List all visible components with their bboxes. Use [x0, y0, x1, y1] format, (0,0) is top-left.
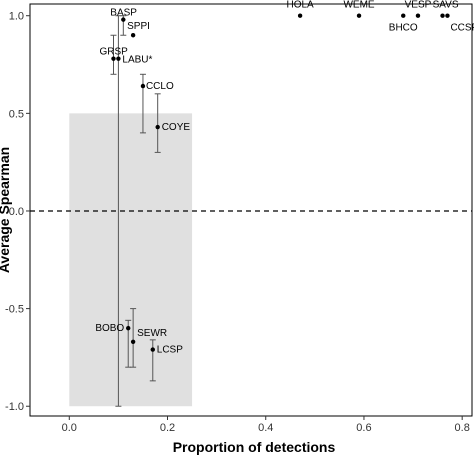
- point-label-grsp: GRSP: [99, 47, 128, 58]
- point-label-lcsp: LCSP: [157, 345, 183, 356]
- point-label-hola: HOLA: [286, 0, 314, 11]
- point-label-sewr: SEWR: [137, 328, 167, 339]
- x-tick-label: 0.8: [455, 422, 470, 434]
- point-cclo: [140, 83, 146, 89]
- y-tick-label: 0.0: [9, 206, 24, 218]
- point-grsp: [111, 56, 116, 61]
- plot-panel-border: [29, 3, 473, 417]
- point-label-ccsp: CCSP: [450, 23, 474, 34]
- point-basp: [121, 17, 126, 22]
- x-tick-label: 0.6: [356, 422, 371, 434]
- point-label-coye: COYE: [162, 122, 191, 133]
- point-label-bhco: BHCO: [389, 23, 418, 34]
- shaded-region-layer: [69, 113, 193, 407]
- x-axis-title: Proportion of detections: [173, 439, 336, 455]
- point-lcsp: [150, 347, 155, 352]
- axis-ticks-layer: 0.0 0.2 0.4 0.6 0.8 -1.0 -0.5 0.0 0.5 1.0: [5, 11, 470, 434]
- point-weme: [356, 13, 362, 18]
- point-coye: [155, 124, 160, 130]
- y-axis-title: Average Spearman: [0, 147, 12, 273]
- point-label-cclo: CCLO: [146, 81, 174, 92]
- point-label-bobo: BOBO: [95, 323, 124, 334]
- point-label-labu: LABU*: [122, 55, 152, 66]
- point-savs: [440, 13, 445, 18]
- point-label-savs: SAVS: [433, 0, 459, 11]
- point-label-weme: WEME: [343, 0, 374, 11]
- point-hola: [297, 13, 303, 18]
- y-tick-label: 1.0: [9, 11, 24, 23]
- x-tick-label: 0.2: [160, 422, 175, 434]
- point-label-sppi: SPPI: [127, 21, 150, 32]
- point-sppi: [130, 33, 136, 38]
- y-tick-label: -0.5: [5, 304, 24, 316]
- x-tick-label: 0.4: [258, 422, 273, 434]
- y-tick-label: -1.0: [5, 401, 24, 413]
- point-labu: [116, 56, 121, 61]
- point-vesp: [415, 13, 421, 18]
- x-tick-label: 0.0: [62, 422, 77, 434]
- y-tick-label: 0.5: [9, 108, 24, 120]
- points-layer: [111, 13, 450, 352]
- point-label-basp: BASP: [110, 8, 137, 19]
- point-sewr: [130, 339, 136, 345]
- point-label-vesp: VESP: [405, 0, 432, 11]
- shaded-region: [69, 113, 193, 407]
- point-ccsp: [445, 13, 450, 18]
- point-bobo: [126, 325, 131, 331]
- point-bhco: [401, 13, 406, 18]
